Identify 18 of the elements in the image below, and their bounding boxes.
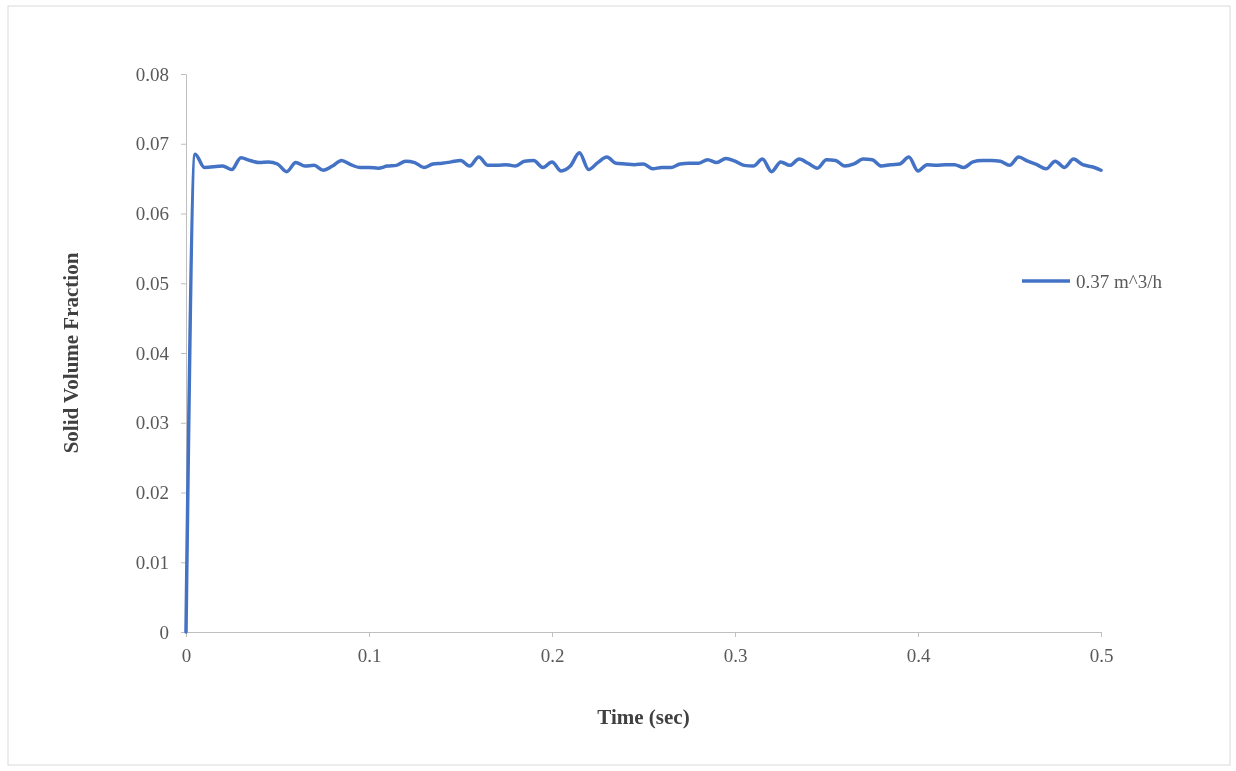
y-tick-label: 0.05 <box>135 272 169 294</box>
y-tick-label: 0.08 <box>135 63 169 85</box>
y-tick-label: 0.06 <box>135 203 169 225</box>
y-tick-label: 0.04 <box>135 342 170 364</box>
y-tick-label: 0.02 <box>135 482 169 504</box>
x-tick-label: 0.1 <box>357 645 382 667</box>
x-tick-label: 0.4 <box>906 645 931 667</box>
y-tick-label: 0.01 <box>135 551 169 573</box>
x-tick-label: 0 <box>181 645 192 667</box>
y-tick-label: 0.07 <box>135 133 169 155</box>
legend-label: 0.37 m^3/h <box>1076 271 1163 292</box>
x-tick-label: 0.2 <box>540 645 565 667</box>
x-tick-label: 0.3 <box>723 645 748 667</box>
y-tick-label: 0.03 <box>135 412 169 434</box>
y-axis-title: Solid Volume Fraction <box>59 252 83 454</box>
x-axis-title: Time (sec) <box>597 705 690 729</box>
y-tick-label: 0 <box>159 621 169 643</box>
x-tick-label: 0.5 <box>1089 645 1114 667</box>
